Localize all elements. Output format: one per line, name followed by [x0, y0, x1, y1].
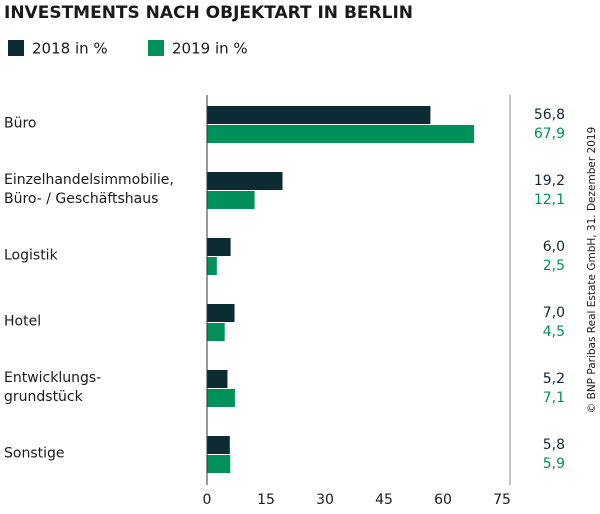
value-label: 56,8: [534, 107, 565, 123]
value-label: 5,9: [543, 456, 565, 472]
chart-title: INVESTMENTS NACH OBJEKTART IN BERLIN: [4, 3, 413, 23]
x-tick-label: 60: [434, 492, 452, 508]
x-tick-label: 75: [493, 492, 511, 508]
bar: [207, 125, 475, 143]
category-label: Entwicklungs- grundstück: [4, 370, 102, 405]
x-tick-label: 30: [316, 492, 334, 508]
bar: [207, 323, 225, 341]
value-label: 5,2: [543, 371, 565, 387]
bar: [207, 304, 235, 322]
source: © BNP Paribas Real Estate GmbH, 31. Deze…: [586, 127, 598, 413]
value-label: 6,0: [543, 239, 565, 255]
bar: [207, 436, 230, 454]
bar: [207, 191, 255, 209]
bar: [207, 238, 231, 256]
category-label: Logistik: [4, 247, 58, 264]
category-label: Hotel: [4, 313, 42, 330]
x-tick-label: 45: [375, 492, 393, 508]
x-tick-label: 15: [257, 492, 275, 508]
value-label: 4,5: [543, 324, 565, 340]
category-label: Büro: [4, 115, 37, 132]
bar: [207, 389, 235, 407]
bar: [207, 106, 431, 124]
legend-swatch: [8, 40, 24, 56]
legend-label: 2019 in %: [172, 40, 248, 58]
x-tick-label: 0: [203, 492, 212, 508]
bar: [207, 172, 283, 190]
value-label: 7,1: [543, 390, 565, 406]
category-label: Sonstige: [4, 445, 65, 462]
value-label: 19,2: [534, 173, 565, 189]
value-label: 5,8: [543, 437, 565, 453]
value-label: 7,0: [543, 305, 565, 321]
value-label: 12,1: [534, 192, 565, 208]
bar: [207, 370, 228, 388]
legend-label: 2018 in %: [32, 40, 108, 58]
value-label: 67,9: [534, 126, 565, 142]
bar: [207, 455, 231, 473]
legend-swatch: [148, 40, 164, 56]
category-label: Einzelhandelsimmobilie, Büro- / Geschäft…: [4, 172, 174, 207]
value-label: 2,5: [543, 258, 565, 274]
bar: [207, 257, 217, 275]
